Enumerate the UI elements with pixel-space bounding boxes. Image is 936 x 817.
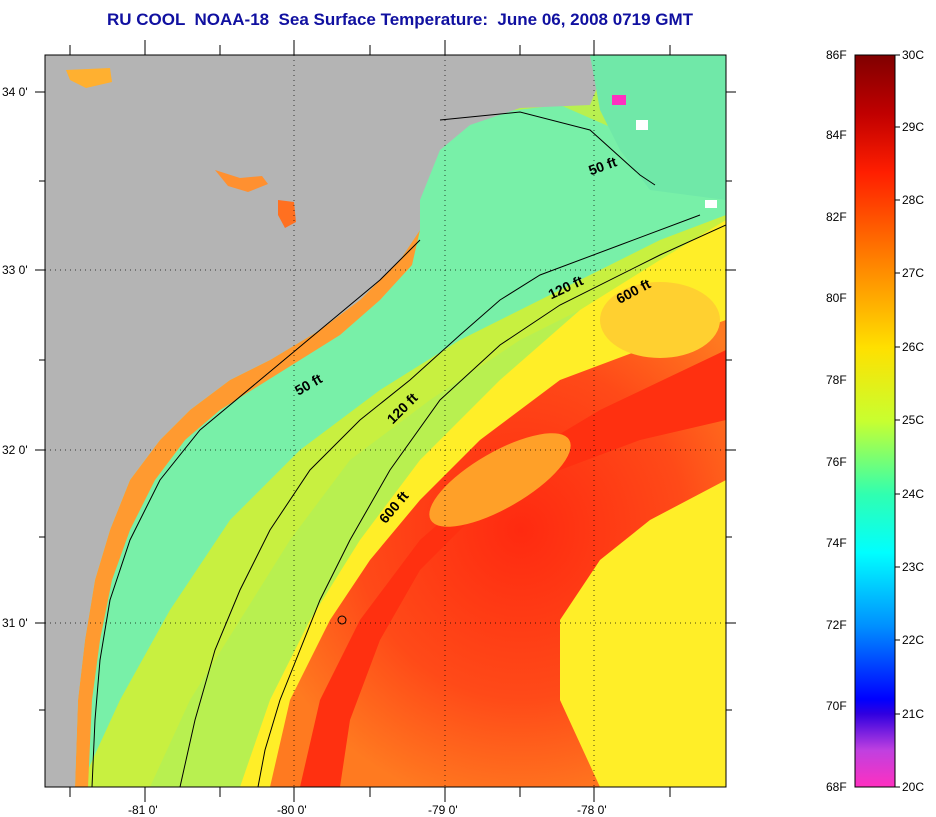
cb-c-20: 20C [902, 780, 924, 794]
cb-f-82: 82F [826, 210, 847, 224]
axis-ticks [35, 40, 736, 802]
land [45, 55, 600, 787]
lon-label-80: -80 0' [277, 803, 307, 817]
lat-label-34: 34 0' [2, 85, 28, 99]
gulf-stream-inner [300, 350, 726, 787]
cb-c-21: 21C [902, 707, 924, 721]
lat-label-32: 32 0' [2, 443, 28, 457]
map-border [44, 54, 727, 788]
northern-sound [590, 55, 726, 200]
inland-lake [66, 68, 112, 88]
isobath-600ft [257, 224, 726, 787]
warm-filament [429, 433, 571, 527]
cb-f-80: 80F [826, 291, 847, 305]
cb-f-72: 72F [826, 618, 847, 632]
no-data-pixels [612, 95, 626, 105]
cb-c-29: 29C [902, 120, 924, 134]
lon-label-81: -81 0' [128, 803, 158, 817]
cb-f-68: 68F [826, 780, 847, 794]
cb-f-70: 70F [826, 699, 847, 713]
cool-shelf-band [45, 105, 726, 787]
cb-f-76: 76F [826, 455, 847, 469]
colorbar-ticks [895, 54, 900, 788]
map-title: RU COOL NOAA-18 Sea Surface Temperature:… [106, 10, 694, 29]
lon-label-79: -79 0' [428, 803, 458, 817]
cb-c-26: 26C [902, 340, 924, 354]
cb-f-74: 74F [826, 536, 847, 550]
cb-f-84: 84F [826, 128, 847, 142]
no-data-pixels [636, 120, 648, 130]
cb-c-28: 28C [902, 193, 924, 207]
coastal-warm-strip [75, 230, 420, 787]
cb-c-23: 23C [902, 560, 924, 574]
isobath-120ft [179, 214, 701, 787]
cb-c-30: 30C [902, 48, 924, 62]
inland-lake [215, 170, 268, 192]
isobath-50ft [439, 111, 656, 186]
lon-label-78: -78 0' [577, 803, 607, 817]
cb-f-78: 78F [826, 373, 847, 387]
isobath-50ft [91, 239, 421, 787]
lat-label-33: 33 0' [2, 263, 28, 277]
cb-c-27: 27C [902, 266, 924, 280]
cb-c-25: 25C [902, 413, 924, 427]
station-marker [337, 615, 347, 625]
mid-shelf-band [80, 215, 726, 787]
cb-c-24: 24C [902, 487, 924, 501]
inland-lake [278, 200, 296, 228]
no-data-pixels [705, 200, 717, 208]
cb-f-86: 86F [826, 48, 847, 62]
lat-label-31: 31 0' [2, 616, 28, 630]
cb-c-22: 22C [902, 633, 924, 647]
warm-eddy [600, 282, 720, 358]
colorbar [854, 54, 896, 788]
